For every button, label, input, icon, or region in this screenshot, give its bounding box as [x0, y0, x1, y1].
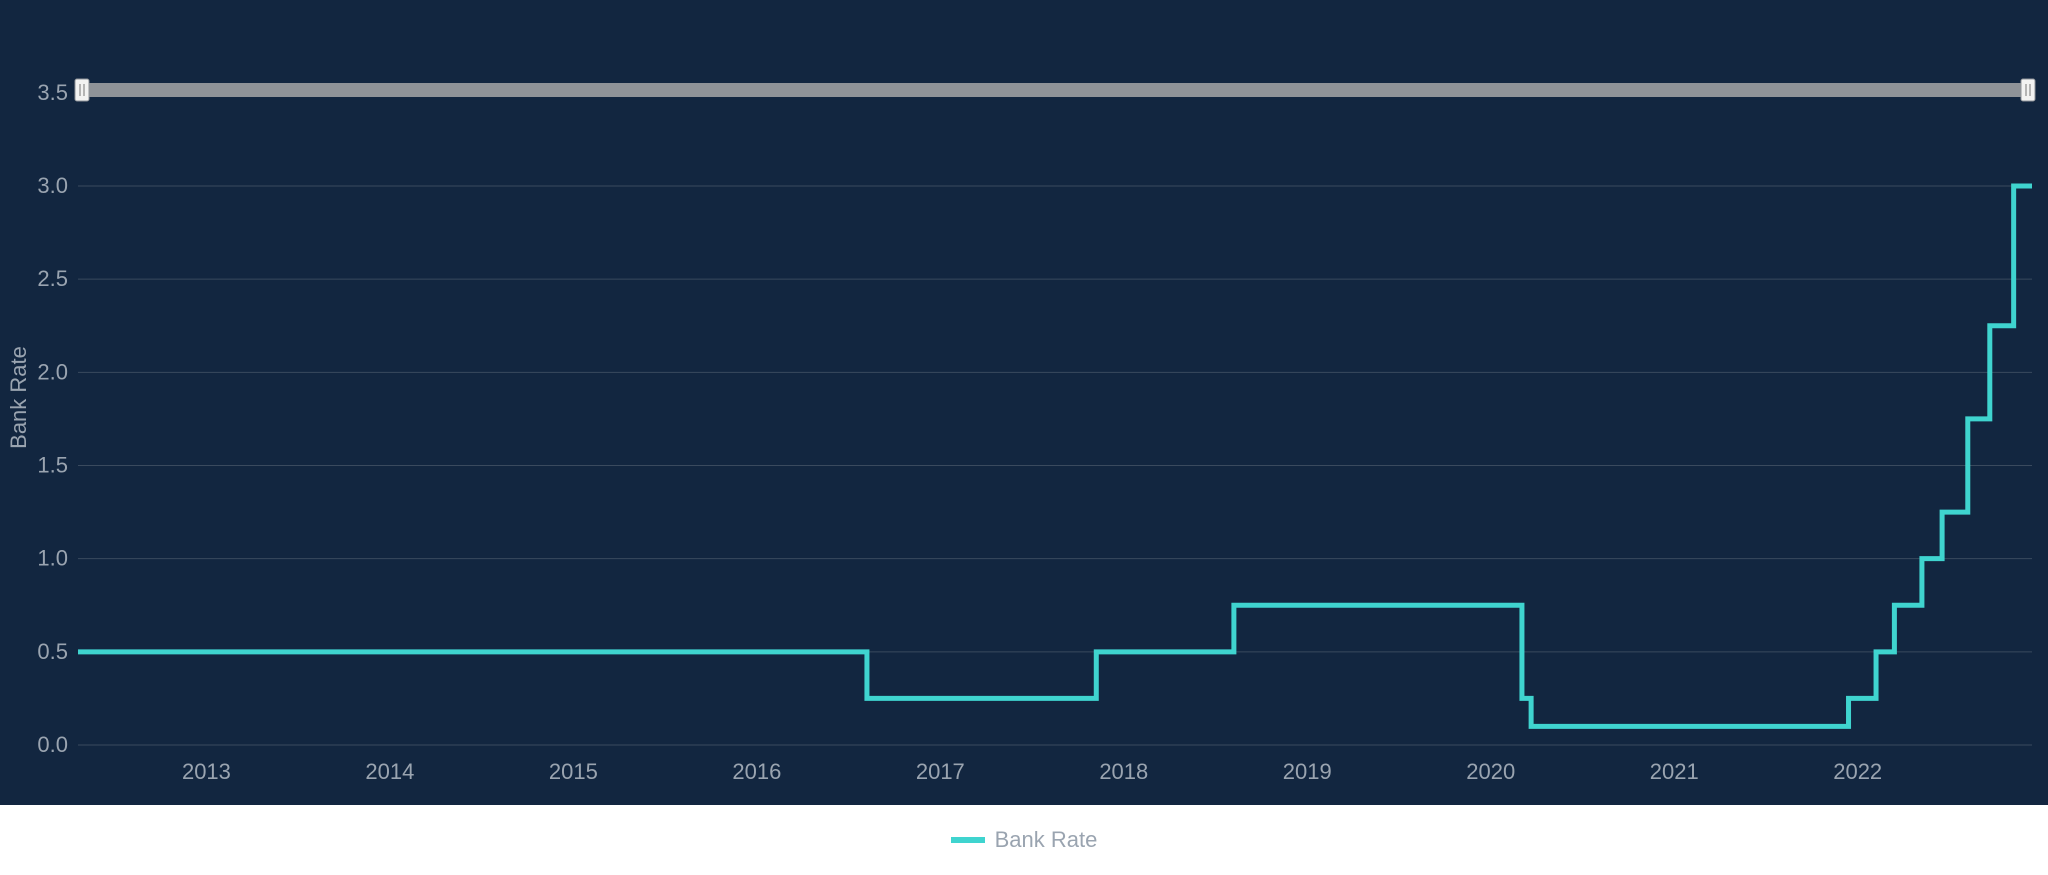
xtick-label: 2018	[1099, 759, 1148, 784]
xtick-label: 2017	[916, 759, 965, 784]
ytick-label: 3.0	[37, 173, 68, 198]
xtick-label: 2021	[1650, 759, 1699, 784]
xtick-label: 2015	[549, 759, 598, 784]
xtick-label: 2020	[1466, 759, 1515, 784]
ytick-label: 1.5	[37, 453, 68, 478]
xtick-label: 2019	[1283, 759, 1332, 784]
xtick-label: 2013	[182, 759, 231, 784]
ytick-label: 1.0	[37, 546, 68, 571]
range-slider-handle-right[interactable]	[2021, 79, 2035, 101]
bank-rate-chart: 0.0 0.5 1.0 1.5 2.0 2.5 3.0 3.5 2013 2014 2015 2016…	[0, 0, 2048, 805]
ytick-label: 0.0	[37, 732, 68, 757]
ytick-label: 2.5	[37, 266, 68, 291]
legend-item-bank-rate[interactable]: Bank Rate	[951, 827, 1098, 853]
ytick-label: 2.0	[37, 359, 68, 384]
ytick-label: 3.5	[37, 80, 68, 105]
range-slider-handle-left[interactable]	[75, 79, 89, 101]
legend-swatch	[951, 837, 985, 843]
xtick-label: 2014	[365, 759, 414, 784]
legend-label: Bank Rate	[995, 827, 1098, 853]
chart-background	[0, 0, 2048, 805]
range-slider-track[interactable]	[82, 83, 2028, 97]
ytick-label: 0.5	[37, 639, 68, 664]
xtick-label: 2022	[1833, 759, 1882, 784]
chart-container: 0.0 0.5 1.0 1.5 2.0 2.5 3.0 3.5 2013 2014 2015 2016…	[0, 0, 2048, 805]
xtick-label: 2016	[732, 759, 781, 784]
y-axis-label: Bank Rate	[6, 346, 31, 449]
legend: Bank Rate	[0, 805, 2048, 875]
